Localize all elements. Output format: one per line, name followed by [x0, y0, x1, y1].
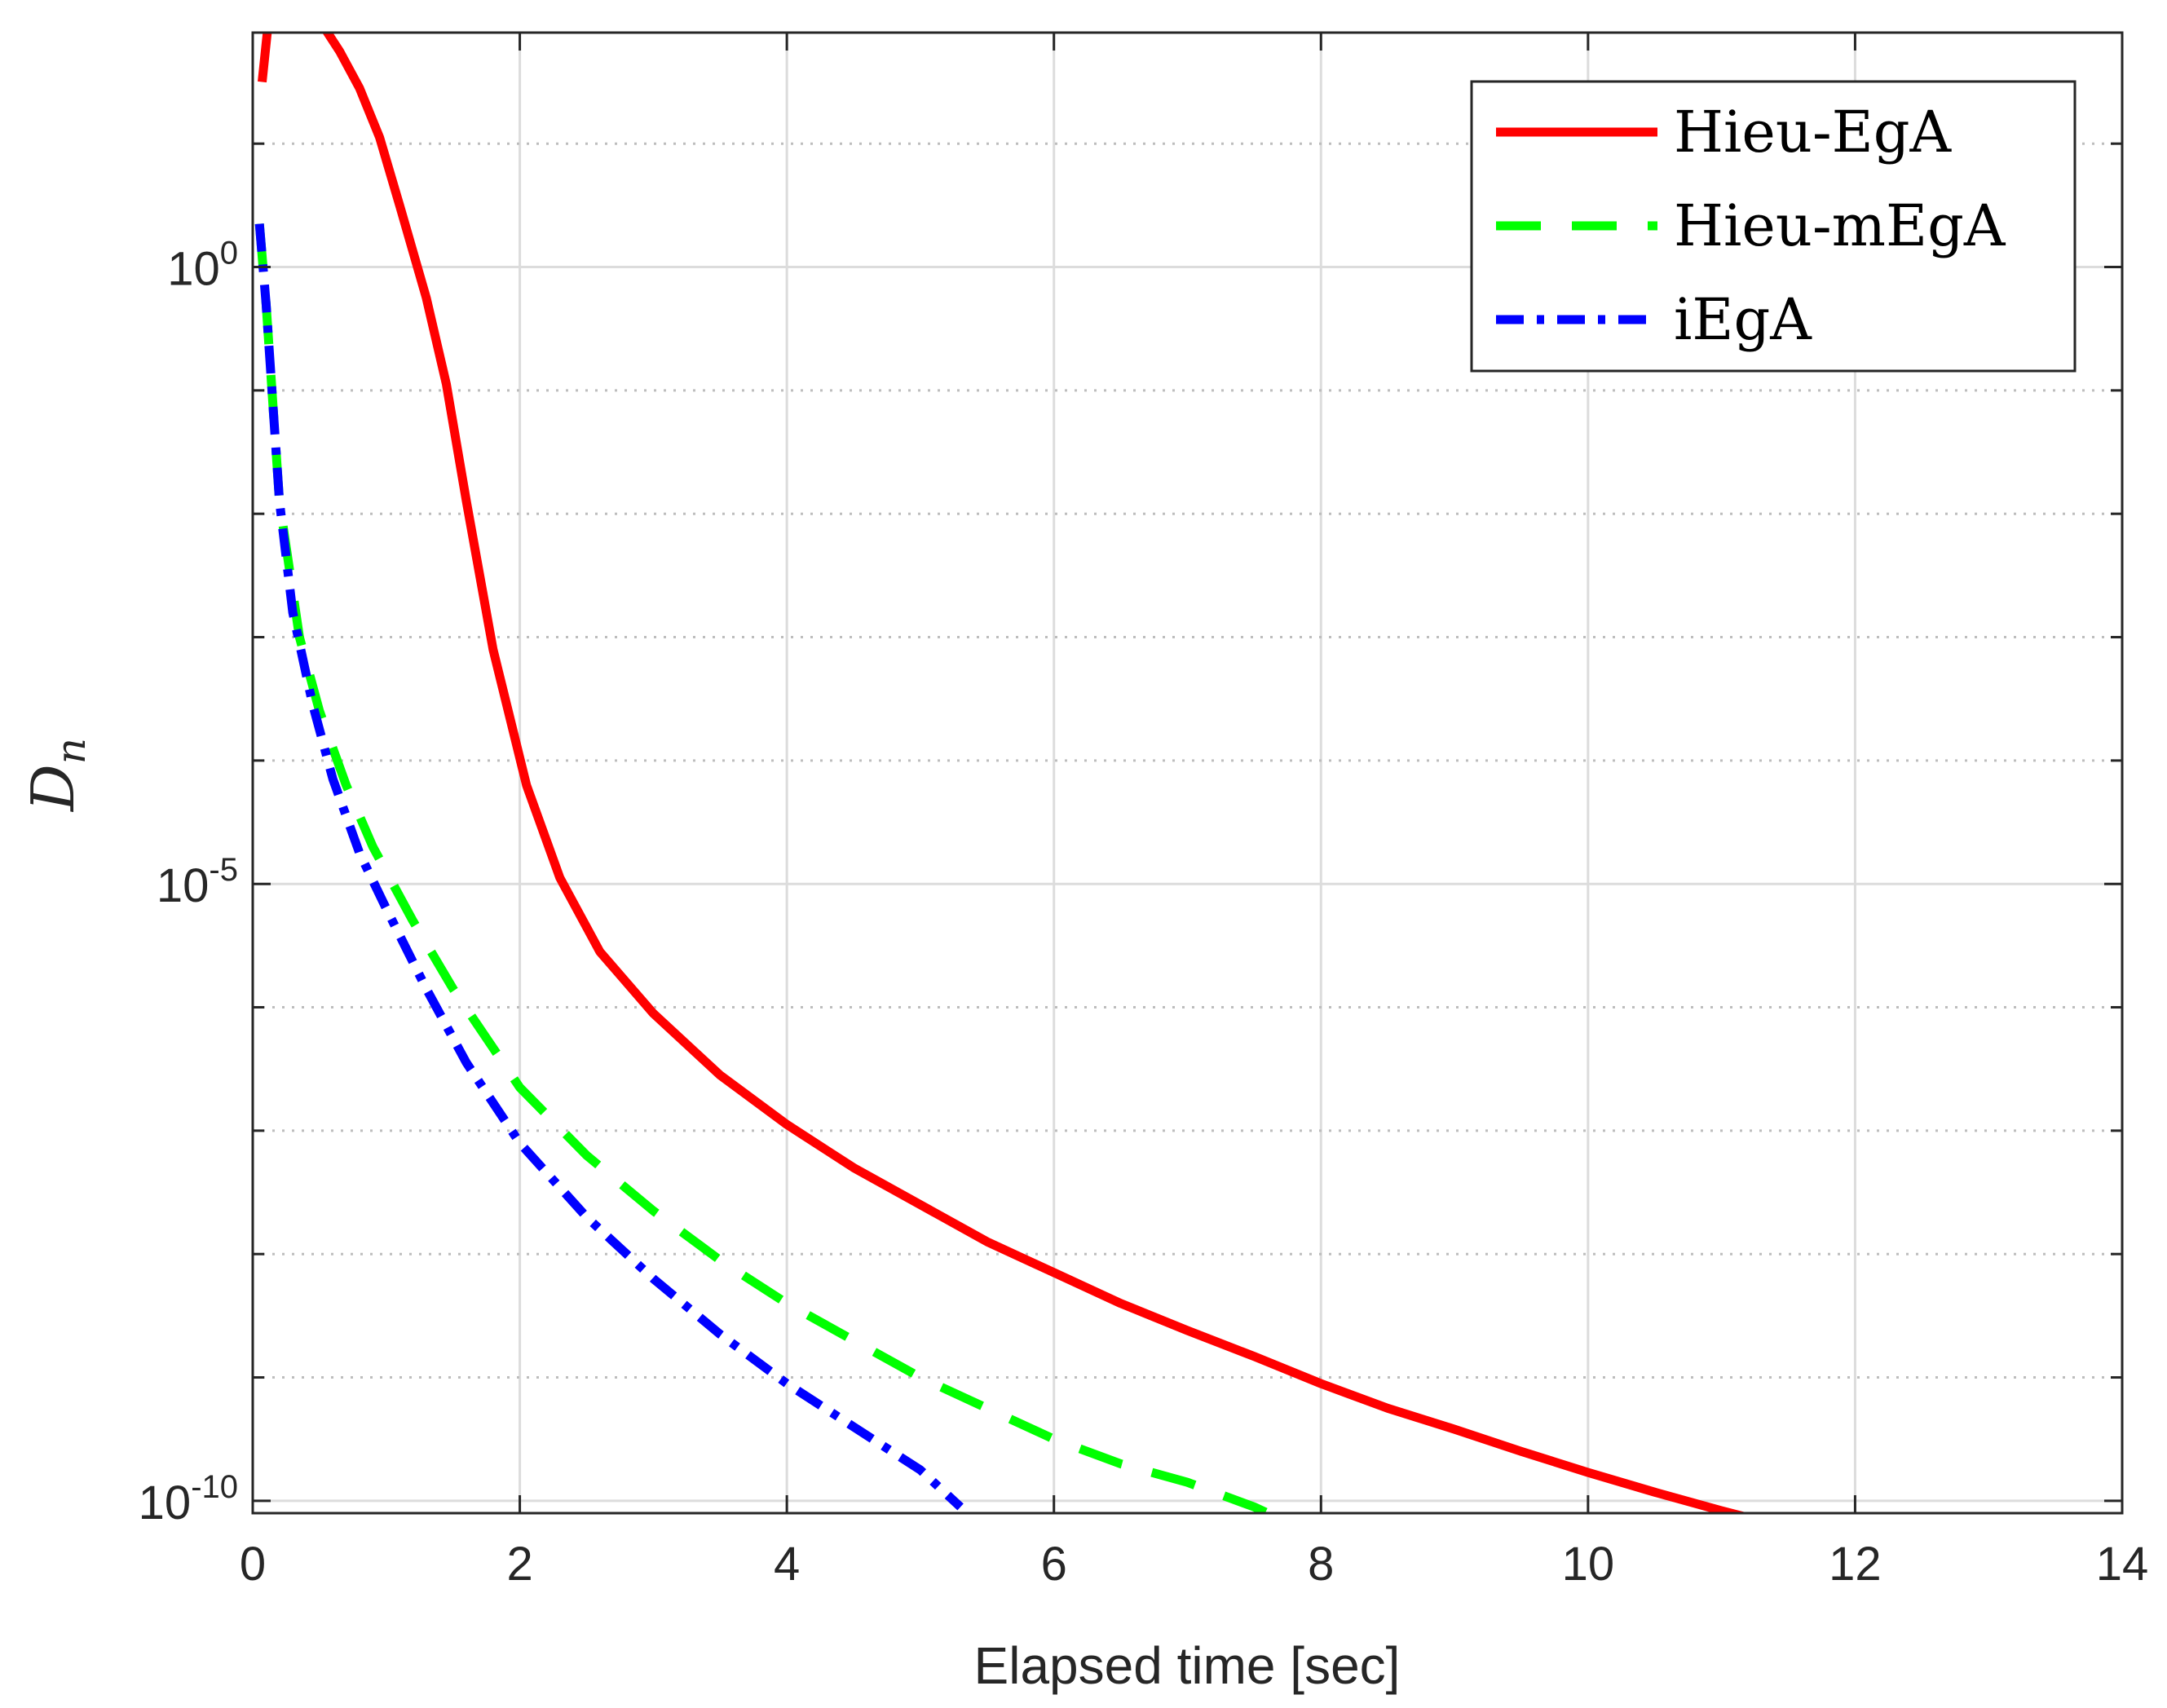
x-tick-labels: 0 2 4 6 8 10 12 14	[240, 1538, 2148, 1591]
ticks	[251, 33, 2124, 1513]
x-tick-label: 0	[240, 1538, 266, 1591]
legend-label: iEgA	[1674, 286, 1812, 353]
legend: Hieu-EgA Hieu-mEgA iEgA	[1470, 80, 2077, 373]
y-axis-label: Dn	[19, 738, 95, 813]
x-tick-label: 6	[1041, 1538, 1067, 1591]
x-tick-label: 12	[1829, 1538, 1882, 1591]
x-tick-label: 2	[506, 1538, 532, 1591]
x-axis-label: Elapsed time [sec]	[974, 1636, 1401, 1695]
y-axis-label-main: D	[19, 764, 87, 813]
x-tick-label: 10	[1562, 1538, 1615, 1591]
series-group	[254, 33, 1750, 1513]
y-tick-labels: 100 10-5 10-10	[139, 236, 238, 1529]
axes-box	[251, 31, 2124, 1515]
series-line-hieu-mega	[254, 223, 1278, 1513]
plot-area	[254, 33, 1750, 1513]
x-tick-label: 8	[1308, 1538, 1334, 1591]
y-tick-label: 100	[167, 236, 238, 296]
x-tick-label: 4	[774, 1538, 800, 1591]
legend-label: Hieu-mEgA	[1674, 192, 2006, 259]
series-line-hieu-ega	[258, 33, 1750, 1513]
legend-label: Hieu-EgA	[1674, 99, 1953, 166]
y-tick-label: 10-10	[139, 1469, 238, 1529]
y-tick-label: 10-5	[157, 852, 238, 912]
series-line-iega	[254, 223, 964, 1511]
y-axis-label-subscript: n	[47, 738, 95, 764]
svg-text:Dn: Dn	[19, 738, 95, 813]
x-tick-label: 14	[2096, 1538, 2149, 1591]
